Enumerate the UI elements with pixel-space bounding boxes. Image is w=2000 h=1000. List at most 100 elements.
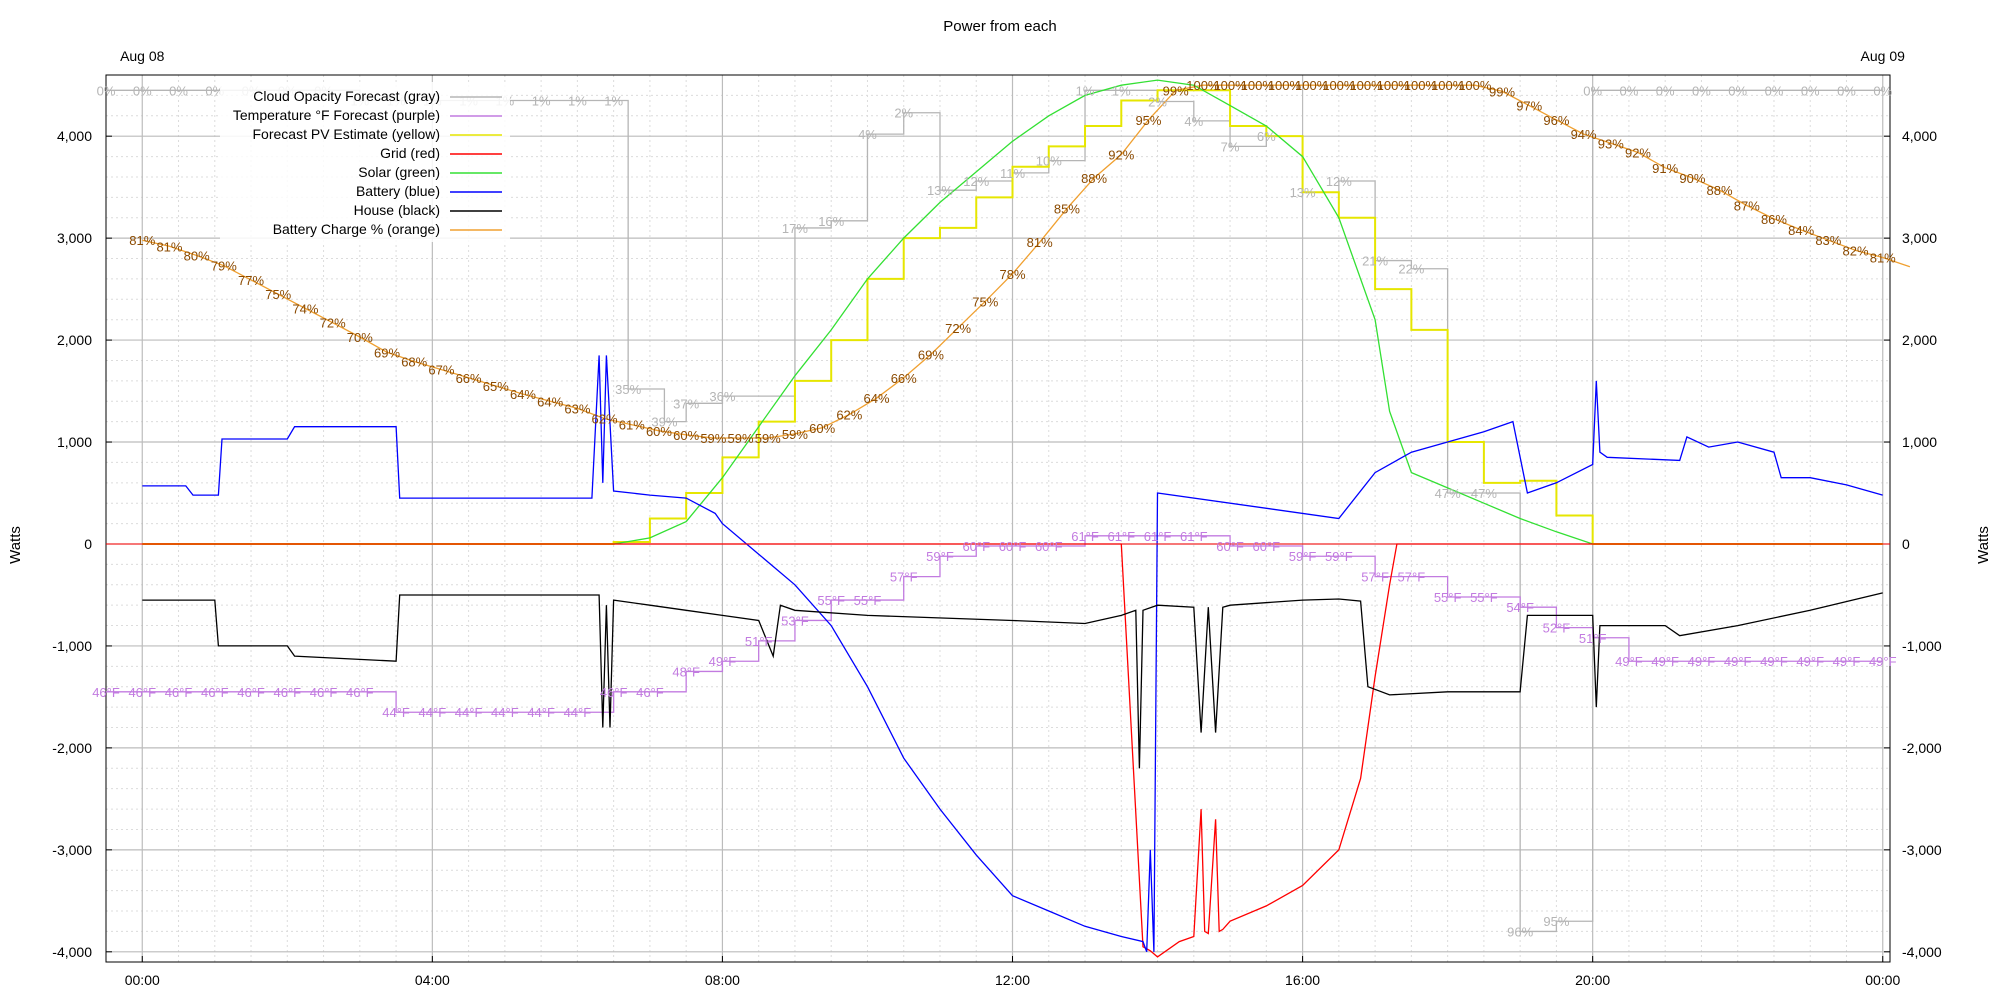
temperature-label: 60°F	[1216, 539, 1244, 554]
charge-label: 100%	[1431, 78, 1465, 93]
charge-label: 100%	[1268, 78, 1302, 93]
cloud-label: 21%	[1362, 254, 1388, 269]
y-tick-label: 4,000	[57, 128, 92, 144]
legend-label: Cloud Opacity Forecast (gray)	[253, 88, 440, 104]
temperature-label: 60°F	[999, 539, 1027, 554]
temperature-line	[106, 535, 1883, 713]
temperature-label: 46°F	[128, 685, 156, 700]
charge-label: 100%	[1349, 78, 1383, 93]
charge-label: 96%	[1543, 113, 1569, 128]
temperature-label: 46°F	[636, 685, 664, 700]
charge-label: 75%	[972, 294, 998, 309]
series-lines	[106, 79, 1911, 958]
legend-label: Temperature °F Forecast (purple)	[233, 107, 440, 123]
charge-label: 69%	[918, 347, 944, 362]
chart-title: Power from each	[943, 18, 1056, 35]
cloud-label: 39%	[651, 415, 677, 430]
cloud-label: 0%	[1801, 83, 1820, 98]
cloud-label: 0%	[1656, 83, 1675, 98]
x-tick-label: 12:00	[995, 972, 1030, 988]
cloud-label: 7%	[1221, 139, 1240, 154]
charge-label: 93%	[1598, 136, 1624, 151]
charge-label: 92%	[1625, 145, 1651, 160]
temperature-label: 55°F	[1470, 590, 1498, 605]
cloud-label: 36%	[709, 389, 735, 404]
charge-label: 62%	[592, 412, 618, 427]
temperature-label: 44°F	[382, 705, 410, 720]
temperature-label: 46°F	[165, 685, 193, 700]
y-tick-label: -1,000	[52, 638, 92, 654]
charge-label: 91%	[1652, 161, 1678, 176]
x-tick-label: 20:00	[1575, 972, 1610, 988]
y2-tick-label: 4,000	[1902, 128, 1937, 144]
battery-charge-line	[142, 84, 1911, 439]
cloud-label: 13%	[1290, 185, 1316, 200]
cloud-label: 0%	[1765, 83, 1784, 98]
cloud-label: 10%	[1036, 154, 1062, 169]
legend: Cloud Opacity Forecast (gray) Temperature…	[220, 82, 510, 242]
charge-label: 70%	[347, 330, 373, 345]
cloud-label: 1%	[1112, 83, 1131, 98]
charge-label: 72%	[945, 321, 971, 336]
charge-label: 81%	[156, 239, 182, 254]
charge-label: 79%	[211, 259, 237, 274]
y-tick-label: 0	[84, 536, 92, 552]
temperature-label: 49°F	[1833, 654, 1861, 669]
cloud-label: 1%	[532, 93, 551, 108]
house-line	[142, 592, 1883, 769]
cloud-label: 12%	[1326, 174, 1352, 189]
cloud-label: 0%	[1583, 83, 1602, 98]
charge-label: 88%	[1081, 171, 1107, 186]
legend-label: Forecast PV Estimate (yellow)	[253, 126, 441, 142]
charge-label: 66%	[456, 371, 482, 386]
y-tick-label: 3,000	[57, 230, 92, 246]
temperature-label: 57°F	[1398, 570, 1426, 585]
charge-label: 72%	[320, 316, 346, 331]
cloud-label: 1%	[568, 93, 587, 108]
charge-label: 63%	[564, 401, 590, 416]
legend-label: Battery Charge % (orange)	[273, 221, 440, 237]
cloud-label: 0%	[1728, 83, 1747, 98]
temperature-label: 61°F	[1180, 529, 1208, 544]
x-tick-label: 04:00	[415, 972, 450, 988]
charge-label: 59%	[755, 431, 781, 446]
y2-tick-label: -3,000	[1902, 842, 1942, 858]
charge-label: 59%	[782, 427, 808, 442]
y-axis-label-left: Watts	[7, 526, 24, 564]
temperature-label: 60°F	[1035, 539, 1063, 554]
y-tick-label: -2,000	[52, 740, 92, 756]
charge-label: 68%	[401, 354, 427, 369]
charge-label: 65%	[483, 379, 509, 394]
temperature-label: 49°F	[1760, 654, 1788, 669]
cloud-label: 4%	[858, 127, 877, 142]
charge-label: 100%	[1186, 78, 1220, 93]
temperature-label: 61°F	[1107, 529, 1135, 544]
temperature-label: 44°F	[419, 705, 447, 720]
charge-label: 82%	[1843, 243, 1869, 258]
y2-tick-label: 3,000	[1902, 230, 1937, 246]
legend-box	[220, 82, 510, 242]
temperature-label: 57°F	[890, 570, 918, 585]
charge-label: 81%	[1870, 250, 1896, 265]
y2-tick-label: 0	[1902, 536, 1910, 552]
charge-label: 99%	[1489, 84, 1515, 99]
temperature-label: 55°F	[1434, 590, 1462, 605]
cloud-opacity-line	[106, 89, 1883, 933]
temperature-label: 46°F	[237, 685, 265, 700]
temperature-label: 57°F	[1361, 570, 1389, 585]
temperature-label: 44°F	[527, 705, 555, 720]
charge-label: 100%	[1404, 78, 1438, 93]
temperature-label: 61°F	[1144, 529, 1172, 544]
forecast-pv-line	[142, 89, 1883, 545]
charge-label: 67%	[428, 363, 454, 378]
charge-label: 81%	[1027, 235, 1053, 250]
cloud-label: 0%	[1873, 83, 1892, 98]
temperature-label: 49°F	[1688, 654, 1716, 669]
charge-label: 100%	[1458, 78, 1492, 93]
charge-label: 88%	[1707, 183, 1733, 198]
legend-label: Grid (red)	[380, 145, 440, 161]
charge-label: 83%	[1815, 233, 1841, 248]
grid-line	[142, 543, 1883, 958]
charge-label: 60%	[673, 428, 699, 443]
charge-label: 100%	[1241, 78, 1275, 93]
